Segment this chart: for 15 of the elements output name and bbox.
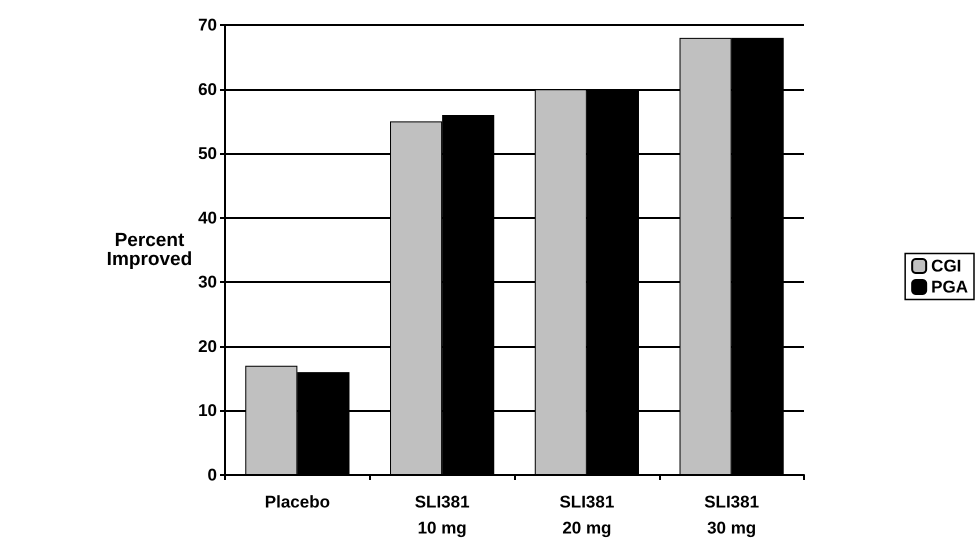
y-tick-label: 10 <box>198 401 217 420</box>
x-tick-label: SLI381 10 mg <box>414 492 470 538</box>
x-tick-label: SLI381 30 mg <box>704 492 760 538</box>
y-tick-label: 20 <box>198 336 217 356</box>
y-tick-label: 60 <box>198 80 217 99</box>
y-tick-label: 30 <box>198 272 217 292</box>
y-axis-title: Percent Improved <box>106 230 192 270</box>
legend-label: PGA <box>931 278 968 296</box>
y-tick-label: 50 <box>198 144 217 164</box>
x-tick-label: Placebo <box>264 492 330 512</box>
y-tick-label: 70 <box>198 16 217 34</box>
legend-label: CGI <box>931 256 962 276</box>
x-tick-label: SLI381 20 mg <box>559 492 614 538</box>
y-tick-label: 0 <box>208 466 217 484</box>
y-tick-label: 40 <box>198 208 217 228</box>
